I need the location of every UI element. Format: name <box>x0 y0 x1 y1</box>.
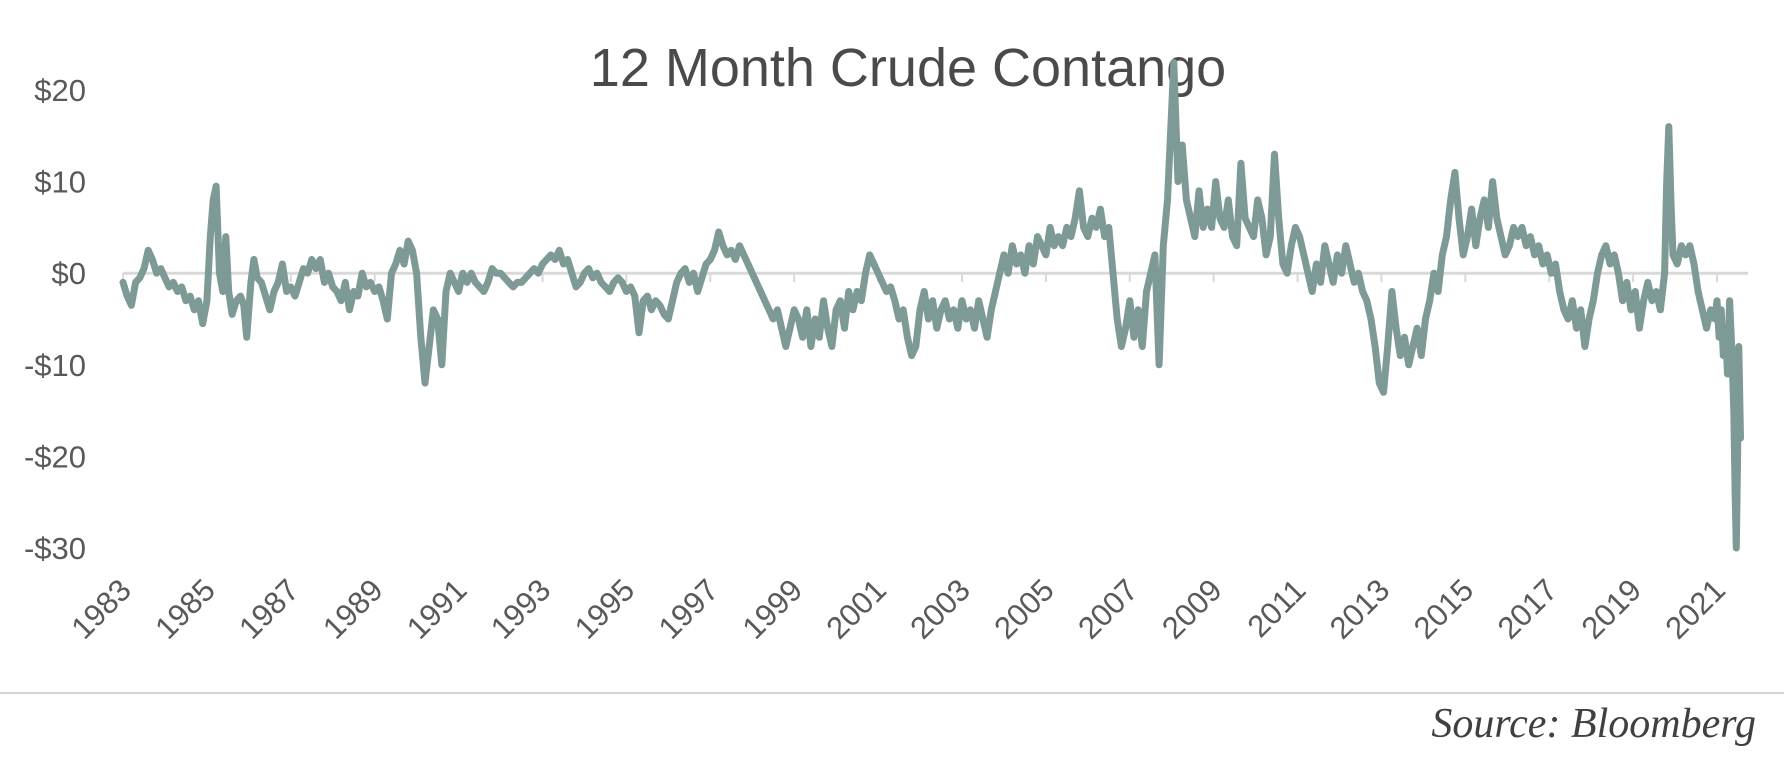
y-axis: $20 $10 $0 -$10 -$20 -$30 <box>24 73 86 566</box>
x-tick-label: 2005 <box>987 572 1061 646</box>
y-tick-label: -$20 <box>24 439 86 474</box>
x-tick-label: 2009 <box>1155 572 1229 646</box>
y-tick-label: -$30 <box>24 531 86 566</box>
x-tick-label: 2011 <box>1241 572 1313 644</box>
x-tick-label: 1993 <box>484 572 558 646</box>
x-tick-label: 1995 <box>568 572 642 646</box>
source-note: Source: Bloomberg <box>1431 701 1756 747</box>
x-tick-label: 2001 <box>819 572 893 646</box>
y-tick-label: $0 <box>52 256 86 291</box>
x-tick-label: 2007 <box>1071 572 1145 646</box>
x-tick-label: 1983 <box>64 572 138 646</box>
x-tick-label: 2021 <box>1658 572 1732 646</box>
x-tick-label: 2013 <box>1323 572 1397 646</box>
x-tick-label: 1991 <box>400 572 474 646</box>
plot-area <box>119 59 1744 552</box>
chart-title: 12 Month Crude Contango <box>590 38 1226 98</box>
y-tick-label: $20 <box>34 73 86 108</box>
bottom-divider <box>0 692 1784 694</box>
x-tick-label: 2017 <box>1491 572 1565 646</box>
x-tick-label: 1987 <box>232 572 306 646</box>
chart: 12 Month Crude Contango $20 $10 $0 -$10 -$20… <box>24 38 1748 646</box>
series-line <box>119 59 1744 552</box>
x-tick-label: 2019 <box>1575 572 1649 646</box>
x-tick-label: 1999 <box>736 572 810 646</box>
x-tick-label: 2003 <box>903 572 977 646</box>
x-tick-label: 1985 <box>148 572 222 646</box>
x-tick-label: 2015 <box>1407 572 1481 646</box>
x-tick-label: 1989 <box>316 572 390 646</box>
chart-canvas: 12 Month Crude Contango $20 $10 $0 -$10 -$20… <box>24 38 1748 646</box>
x-tick-label: 1997 <box>652 572 726 646</box>
y-tick-label: $10 <box>34 165 86 200</box>
y-tick-label: -$10 <box>24 348 86 383</box>
